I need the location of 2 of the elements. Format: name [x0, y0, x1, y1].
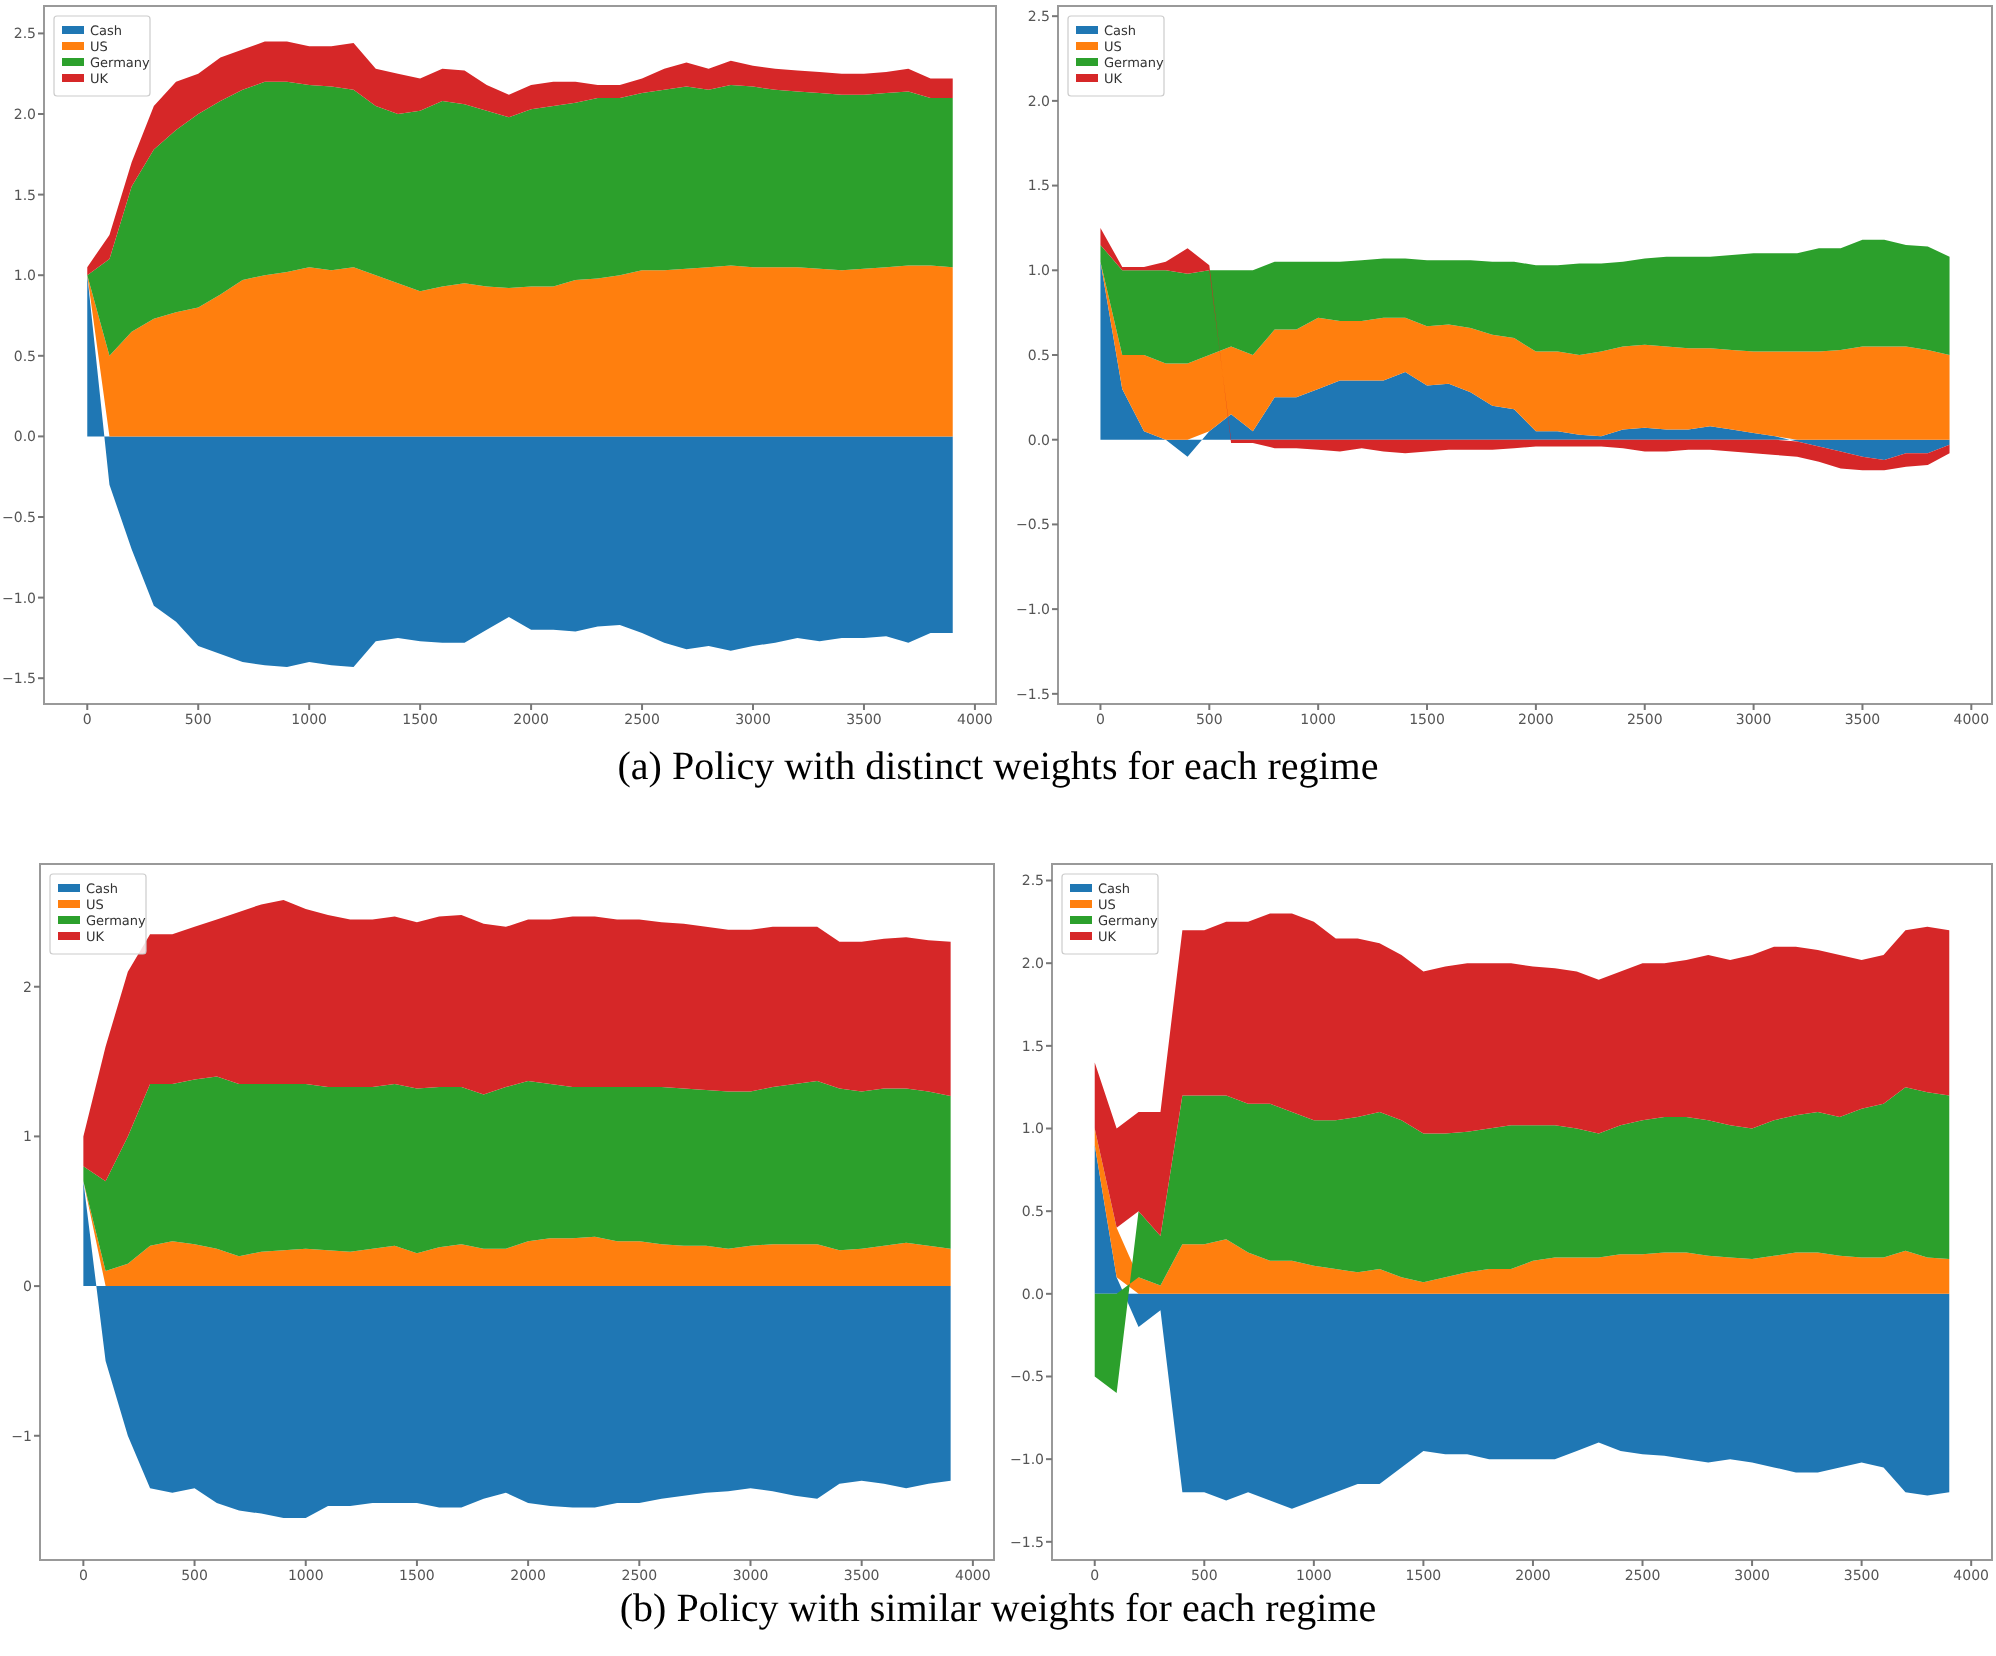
text: (b) Policy with similar weights for each regime: [619, 1587, 1377, 1632]
text: (a) Policy with distinct weights for each regime: [617, 745, 1379, 790]
